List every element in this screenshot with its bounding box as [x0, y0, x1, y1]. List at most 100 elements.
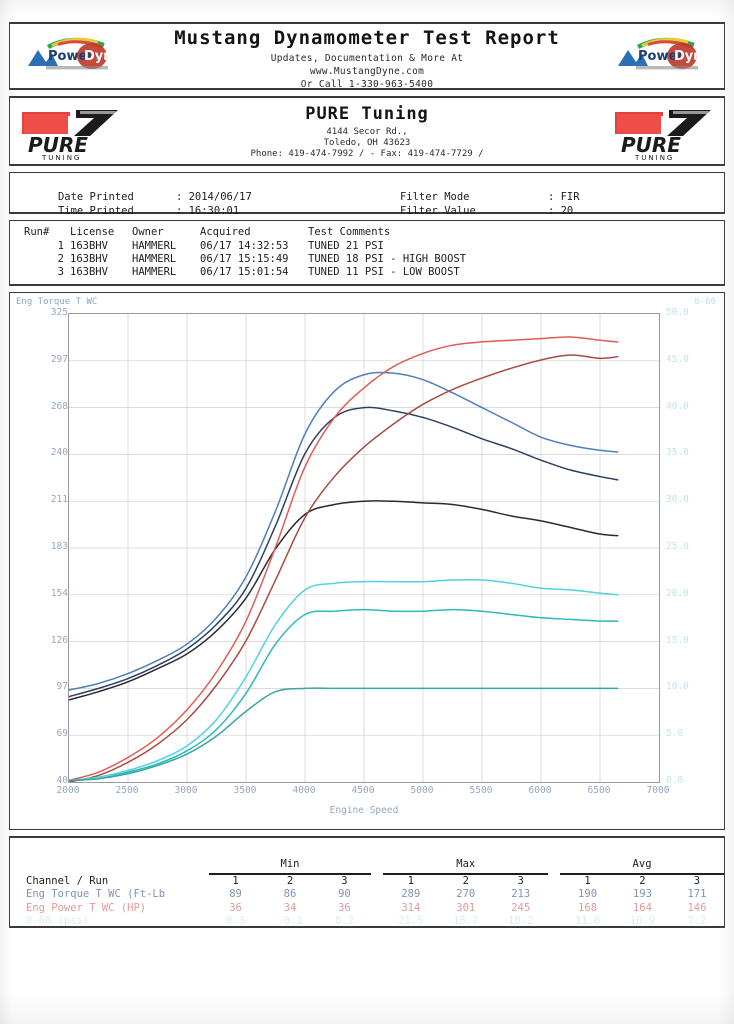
stats-group-avg: Avg — [632, 858, 652, 870]
y-tick-left: 240 — [50, 447, 68, 459]
shop-address-line1: 4144 Secor Rd., — [326, 127, 408, 137]
stats-cell: 7.2 — [687, 915, 707, 927]
y-tick-left: 40 — [56, 775, 68, 786]
chart-series-line — [68, 371, 619, 691]
y-tick-left: 154 — [50, 587, 68, 599]
stats-cell: 245 — [511, 901, 531, 914]
stats-group-header-row: Min Max Avg — [26, 858, 724, 873]
filter-mode-label: Filter Mode — [399, 191, 470, 203]
x-tick: 2000 — [56, 785, 80, 796]
stats-cell: 193 — [632, 888, 652, 900]
date-printed-label: Date Printed — [57, 191, 134, 203]
stats-avg-run-3: 3 — [693, 874, 701, 887]
stats-avg-run-2: 2 — [639, 874, 646, 887]
run-comment: TUNED 21 PSI — [308, 240, 384, 252]
table-row: Eng Power T WC (HP) 36 34 36 314 301 245… — [26, 902, 724, 916]
svg-text:Dyne: Dyne — [674, 49, 712, 64]
stats-cell: 34 — [283, 901, 297, 914]
svg-text:TUNING: TUNING — [634, 154, 674, 162]
stats-cell: 190 — [578, 888, 598, 900]
run-owner: HAMMERL — [132, 240, 177, 252]
chart-series-line — [68, 406, 619, 698]
dyno-chart-block: Eng Torque T WC 0-60 325 297 268 240 211 183 1… — [9, 292, 725, 830]
svg-text:Power: Power — [48, 49, 94, 64]
plot-area — [68, 313, 660, 783]
time-printed-label: Time Printed — [57, 205, 134, 217]
stats-channel-name: 0-60 (psi) — [26, 915, 90, 927]
stats-cell: 21.5 — [398, 915, 424, 927]
y-tick-left: 268 — [50, 400, 68, 412]
run-comment: TUNED 11 PSI - LOW BOOST — [308, 266, 460, 278]
table-row: 0-60 (psi) 0.3 -0.1 0.2 21.5 18.7 10.2 1… — [26, 915, 724, 929]
powerdyne-logo-right: Power Dyne — [608, 36, 716, 76]
x-tick: 5000 — [410, 785, 434, 796]
stats-channel-header: Channel / Run — [26, 874, 109, 887]
svg-text:PURE: PURE — [28, 133, 88, 157]
y-tick-left: 211 — [50, 494, 68, 506]
stats-summary-block: Min Max Avg Channel / Run 1 2 3 1 — [9, 836, 725, 928]
stats-min-run-1: 1 — [232, 874, 239, 887]
report-title-block: Mustang Dynamometer Test Report Updates,… — [9, 22, 725, 90]
x-tick: 6000 — [528, 785, 552, 796]
y-tick-left: 97 — [56, 681, 68, 693]
header-phone: Or Call 1-330-963-5400 — [300, 79, 434, 90]
y-tick-right: 25.0 — [666, 541, 689, 552]
stats-cell: 18.7 — [453, 915, 479, 927]
chart-curves — [68, 314, 659, 783]
table-row: 2 163BHV HAMMERL 06/17 15:15:49 TUNED 18… — [24, 253, 466, 266]
y-tick-right: 10.0 — [666, 681, 689, 693]
table-row: 1 163BHV HAMMERL 06/17 14:32:53 TUNED 21… — [24, 240, 466, 253]
header-subline-1: Updates, Documentation & More At — [270, 53, 464, 64]
filter-value-label: Filter Value — [399, 205, 476, 217]
x-axis-title: Engine Speed — [329, 805, 399, 816]
stats-cell: 36 — [338, 901, 351, 914]
y-tick-right: 5.0 — [666, 728, 684, 740]
run-comment: TUNED 18 PSI - HIGH BOOST — [308, 253, 467, 265]
runs-table: Run# License Owner Acquired Test Comment… — [24, 226, 466, 279]
run-license: 163BHV — [70, 240, 108, 252]
y-tick-right: 30.0 — [666, 494, 689, 506]
y-tick-right: 15.0 — [666, 634, 689, 646]
run-acquired: 06/17 15:15:49 — [200, 253, 289, 265]
svg-text:PURE: PURE — [621, 133, 681, 157]
shop-phone-fax: Phone: 419-474-7992 / - Fax: 419-474-772… — [250, 149, 484, 159]
chart-series-line — [68, 336, 619, 782]
stats-cell: 0.2 — [334, 915, 354, 927]
stats-cell: 213 — [511, 888, 531, 900]
run-owner: HAMMERL — [132, 253, 177, 265]
stats-cell: 0.3 — [226, 915, 246, 927]
rule-min — [208, 872, 372, 875]
chart-series-line — [68, 500, 619, 701]
pure-tuning-logo: PURE TUNING — [18, 104, 123, 162]
stats-group-rule-row — [26, 872, 724, 875]
stats-max-run-2: 2 — [462, 874, 469, 887]
stats-cell: 168 — [578, 901, 598, 914]
stats-cell: 10.2 — [508, 915, 534, 927]
stats-run-header-row: Channel / Run 1 2 3 1 2 3 1 2 3 — [26, 875, 724, 889]
stats-cell: 301 — [456, 901, 476, 914]
stats-cell: 89 — [229, 888, 242, 900]
y-tick-left: 126 — [50, 634, 68, 646]
shop-name: PURE Tuning — [305, 104, 429, 124]
run-acquired: 06/17 14:32:53 — [200, 240, 289, 252]
stats-cell: 146 — [687, 901, 707, 914]
chart-right-axis-title: 0-60 — [694, 297, 716, 307]
chart-series-line — [68, 354, 619, 783]
svg-text:Power: Power — [638, 49, 684, 64]
y-tick-right: 50.0 — [666, 307, 689, 318]
stats-table: Min Max Avg Channel / Run 1 2 3 1 — [26, 858, 724, 929]
runs-col-comments: Test Comments — [308, 226, 391, 238]
table-row: Eng Torque T WC (Ft-Lb 89 86 90 289 270 … — [26, 888, 724, 902]
stats-cell: 36 — [229, 901, 242, 914]
chart-left-axis-title: Eng Torque T WC — [16, 297, 98, 307]
x-tick: 2500 — [115, 785, 139, 796]
filter-value-row: Filter Value: 20 — [362, 193, 573, 229]
runs-col-license: License — [70, 226, 115, 238]
page-title: Mustang Dynamometer Test Report — [174, 27, 560, 49]
rule-avg — [560, 872, 724, 875]
runs-col-owner: Owner — [132, 226, 164, 238]
chart-series-line — [68, 608, 619, 782]
y-tick-right: 40.0 — [666, 400, 689, 412]
chart-series-line — [68, 687, 619, 782]
stats-cell: 314 — [401, 901, 421, 914]
